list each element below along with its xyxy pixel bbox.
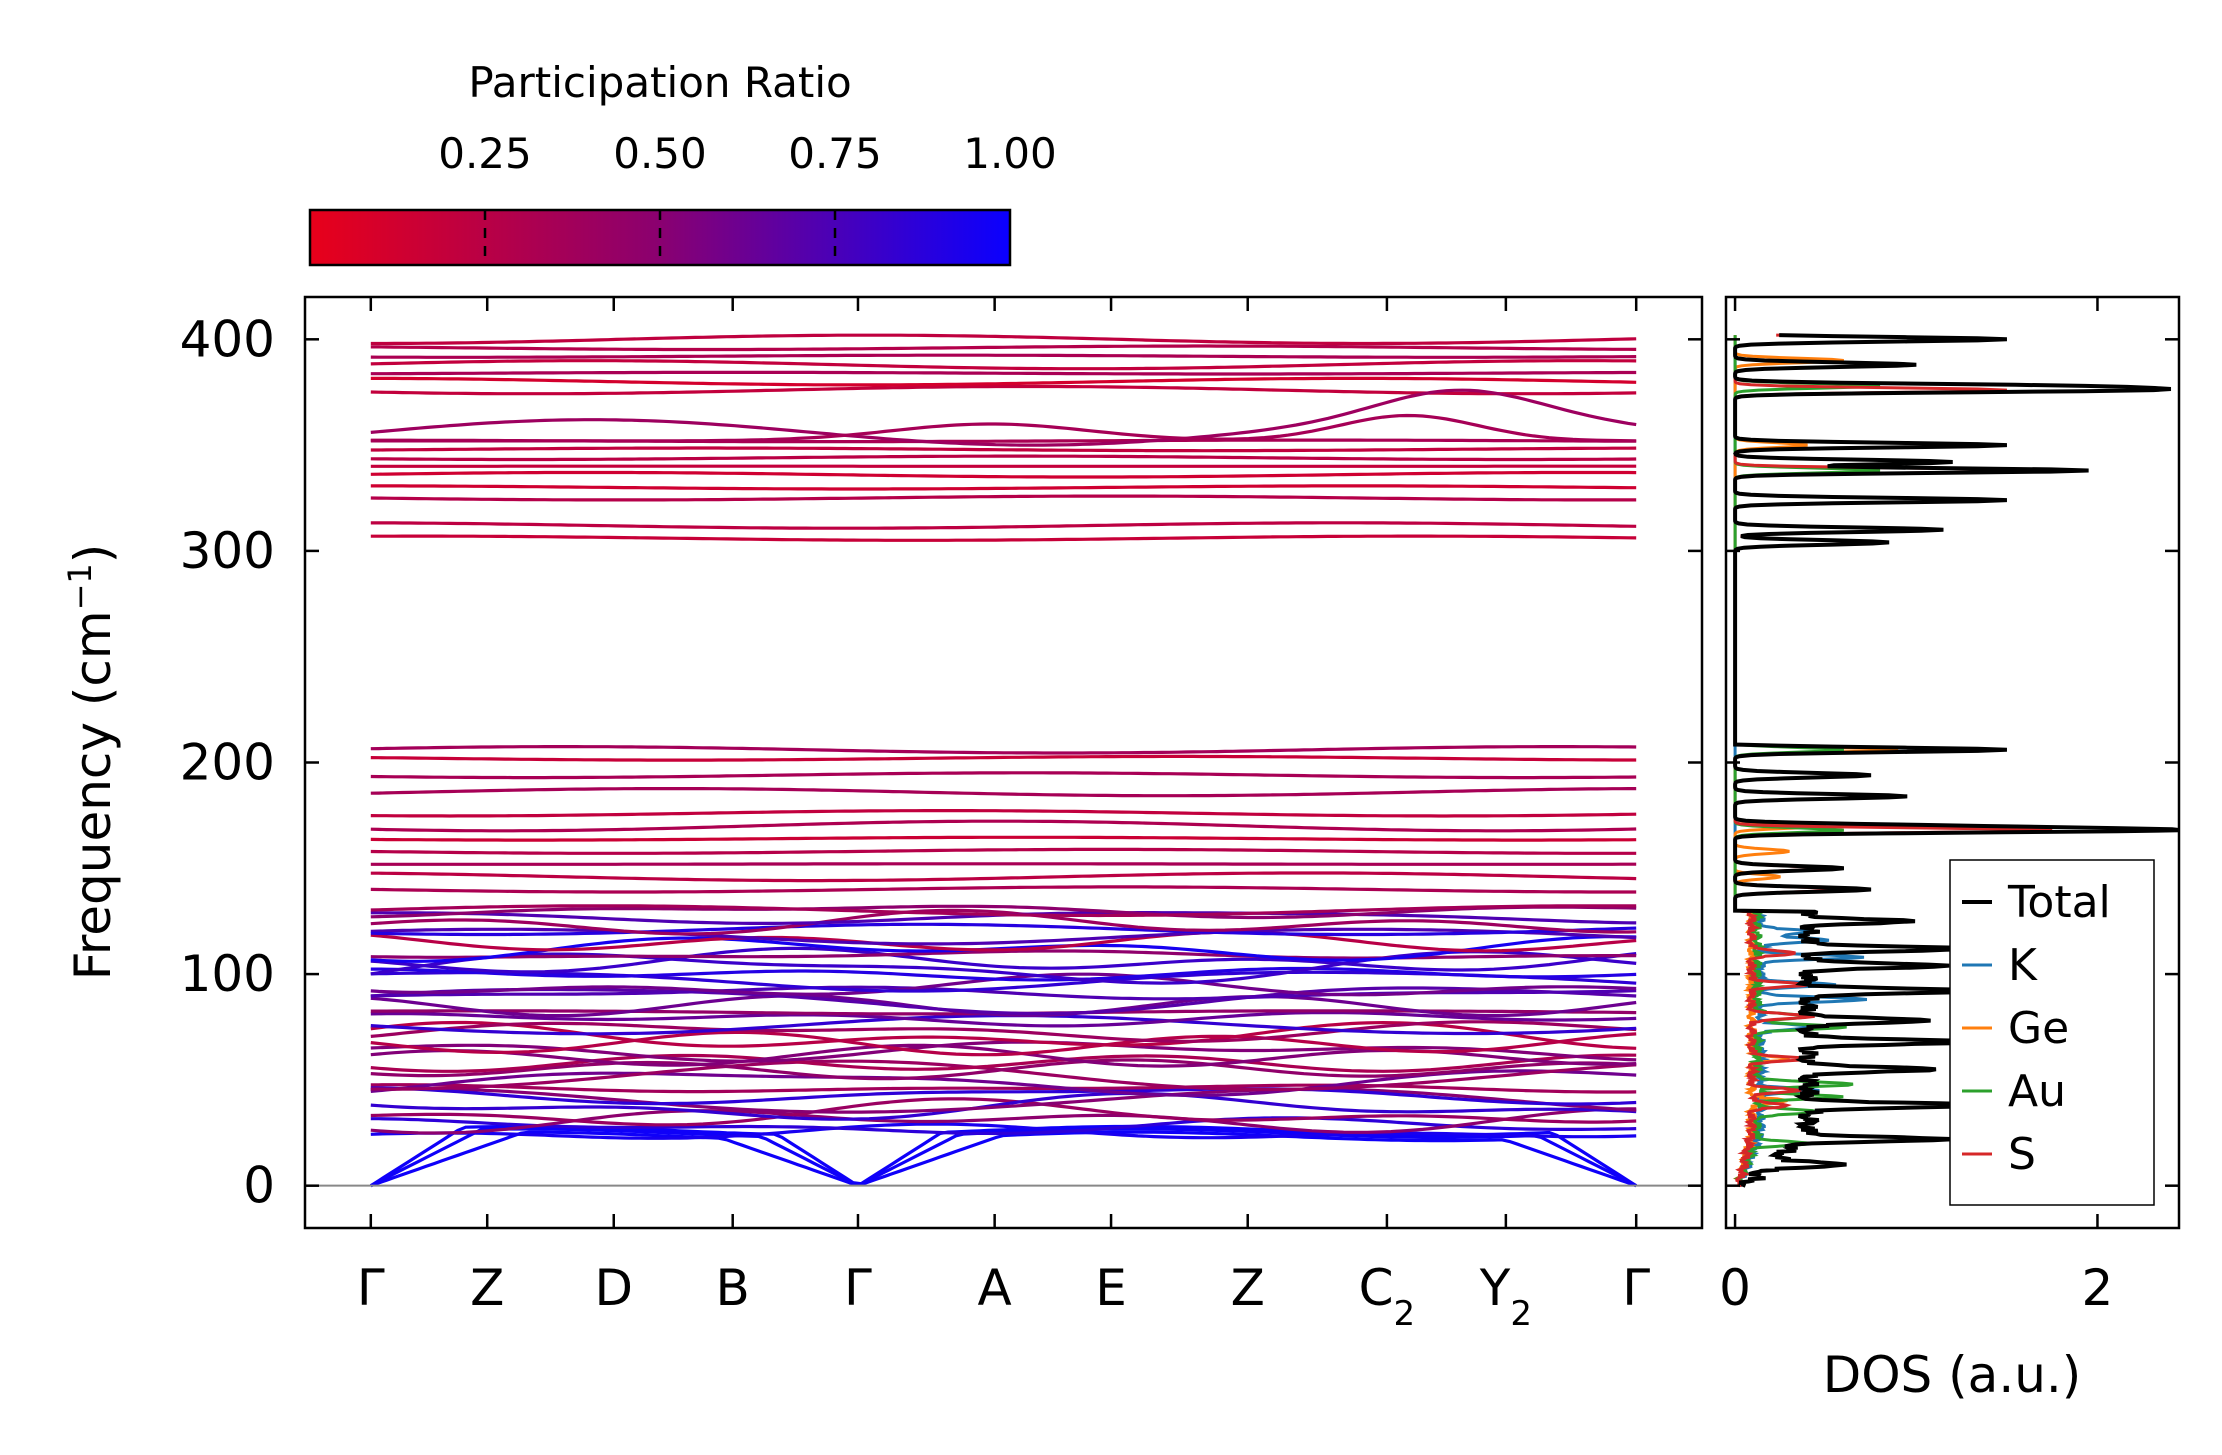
phonon-band bbox=[370, 922, 1637, 937]
k-point-label: E bbox=[1095, 1259, 1127, 1317]
phonon-band bbox=[370, 847, 1637, 855]
phonon-band bbox=[370, 835, 1637, 842]
phonon-band bbox=[370, 494, 1637, 502]
k-point-label: Γ bbox=[357, 1259, 385, 1317]
phonon-band bbox=[370, 413, 1637, 443]
phonon-band bbox=[370, 885, 1637, 894]
k-point-label: B bbox=[716, 1259, 750, 1317]
phonon-band bbox=[370, 1087, 1637, 1114]
phonon-band bbox=[370, 1083, 1637, 1094]
y-tick-label: 200 bbox=[180, 734, 275, 792]
k-point-label: Y2 bbox=[1479, 1259, 1532, 1334]
k-point-label: Z bbox=[1231, 1259, 1265, 1317]
phonon-band bbox=[370, 1130, 1637, 1188]
phonon-band bbox=[370, 353, 1637, 359]
dos-x-tick-label: 0 bbox=[1719, 1259, 1751, 1317]
phonon-band bbox=[370, 949, 1637, 960]
legend-label: K bbox=[2008, 940, 2038, 991]
k-point-label: Γ bbox=[844, 1259, 872, 1317]
phonon-band bbox=[370, 1127, 1637, 1188]
phonon-band bbox=[370, 521, 1637, 530]
phonon-band bbox=[370, 904, 1637, 920]
k-point-label: A bbox=[978, 1259, 1012, 1317]
phonon-band bbox=[370, 446, 1637, 453]
phonon-band bbox=[370, 1091, 1637, 1121]
colorbar-tick-label: 1.00 bbox=[963, 129, 1057, 178]
y-tick-label: 400 bbox=[180, 310, 275, 368]
legend-label: S bbox=[2008, 1129, 2036, 1180]
phonon-band bbox=[370, 388, 1637, 447]
phonon-band bbox=[370, 930, 1637, 953]
y-tick-label: 100 bbox=[180, 945, 275, 1003]
k-point-label: D bbox=[594, 1259, 633, 1317]
phonon-band bbox=[370, 904, 1637, 918]
phonon-band bbox=[370, 994, 1637, 1018]
phonon-band bbox=[370, 1058, 1637, 1081]
band-structure-panel: 0 100 200 300 400 Γ Z D B Γ A E Z C2 Y2 Γ Frequency (c… bbox=[61, 295, 1704, 1334]
phonon-band bbox=[370, 1020, 1637, 1043]
phonon-band bbox=[370, 819, 1637, 833]
phonon-band bbox=[370, 927, 1637, 946]
legend-label: Au bbox=[2008, 1066, 2066, 1117]
phonon-band bbox=[370, 376, 1637, 387]
k-point-label: Z bbox=[470, 1259, 504, 1317]
phonon-band bbox=[370, 946, 1637, 974]
phonon-band bbox=[370, 470, 1637, 479]
phonon-band bbox=[370, 1116, 1637, 1136]
phonon-band bbox=[370, 871, 1637, 883]
phonon-band bbox=[370, 986, 1637, 1016]
phonon-band bbox=[370, 787, 1637, 798]
legend-label: Total bbox=[2007, 877, 2111, 928]
k-point-label: Γ bbox=[1622, 1259, 1650, 1317]
colorbar-tick-label: 0.75 bbox=[788, 129, 882, 178]
phonon-band bbox=[370, 1053, 1637, 1073]
colorbar-tick-label: 0.50 bbox=[613, 129, 707, 178]
phonon-band bbox=[370, 484, 1637, 491]
phonon-band bbox=[370, 1122, 1637, 1140]
dos-legend: Total K Ge Au S bbox=[1949, 859, 2155, 1206]
phonon-band bbox=[370, 745, 1637, 755]
dos-x-tick-label: 2 bbox=[2082, 1259, 2114, 1317]
phonon-band bbox=[370, 344, 1637, 352]
dos-x-axis-label: DOS (a.u.) bbox=[1823, 1346, 2082, 1404]
phonon-band bbox=[370, 1030, 1637, 1057]
phonon-band bbox=[370, 862, 1637, 866]
k-point-label: C2 bbox=[1359, 1259, 1416, 1334]
phonon-band bbox=[370, 1086, 1637, 1106]
legend-label: Ge bbox=[2008, 1003, 2069, 1054]
phonon-band bbox=[370, 370, 1637, 376]
phonon-band bbox=[370, 454, 1637, 462]
phonon-band bbox=[370, 809, 1637, 818]
colorbar: Participation Ratio 0.25 0.50 0.75 1.00 bbox=[308, 58, 1057, 267]
phonon-band bbox=[370, 1010, 1637, 1028]
phonon-band bbox=[370, 771, 1637, 780]
dos-panel: 0 2 DOS (a.u.) Total K Ge Au S bbox=[1719, 295, 2181, 1404]
y-tick-label: 300 bbox=[180, 522, 275, 580]
phonon-band bbox=[370, 534, 1637, 542]
phonon-band bbox=[370, 333, 1637, 346]
y-tick-label: 0 bbox=[243, 1157, 275, 1215]
phonon-band bbox=[370, 754, 1637, 762]
phonon-band bbox=[370, 1040, 1637, 1063]
phonon-band bbox=[370, 908, 1637, 936]
phonon-band bbox=[370, 359, 1637, 371]
colorbar-tick-label: 0.25 bbox=[438, 129, 532, 178]
legend-box bbox=[1949, 859, 2155, 1206]
y-axis-label: Frequency (cm−1) bbox=[61, 544, 122, 981]
phonon-band bbox=[370, 1097, 1637, 1127]
phonon-band bbox=[370, 966, 1637, 982]
dos-curve-total bbox=[1733, 333, 2179, 1188]
phonon-band bbox=[370, 1020, 1637, 1050]
colorbar-title: Participation Ratio bbox=[468, 58, 851, 107]
